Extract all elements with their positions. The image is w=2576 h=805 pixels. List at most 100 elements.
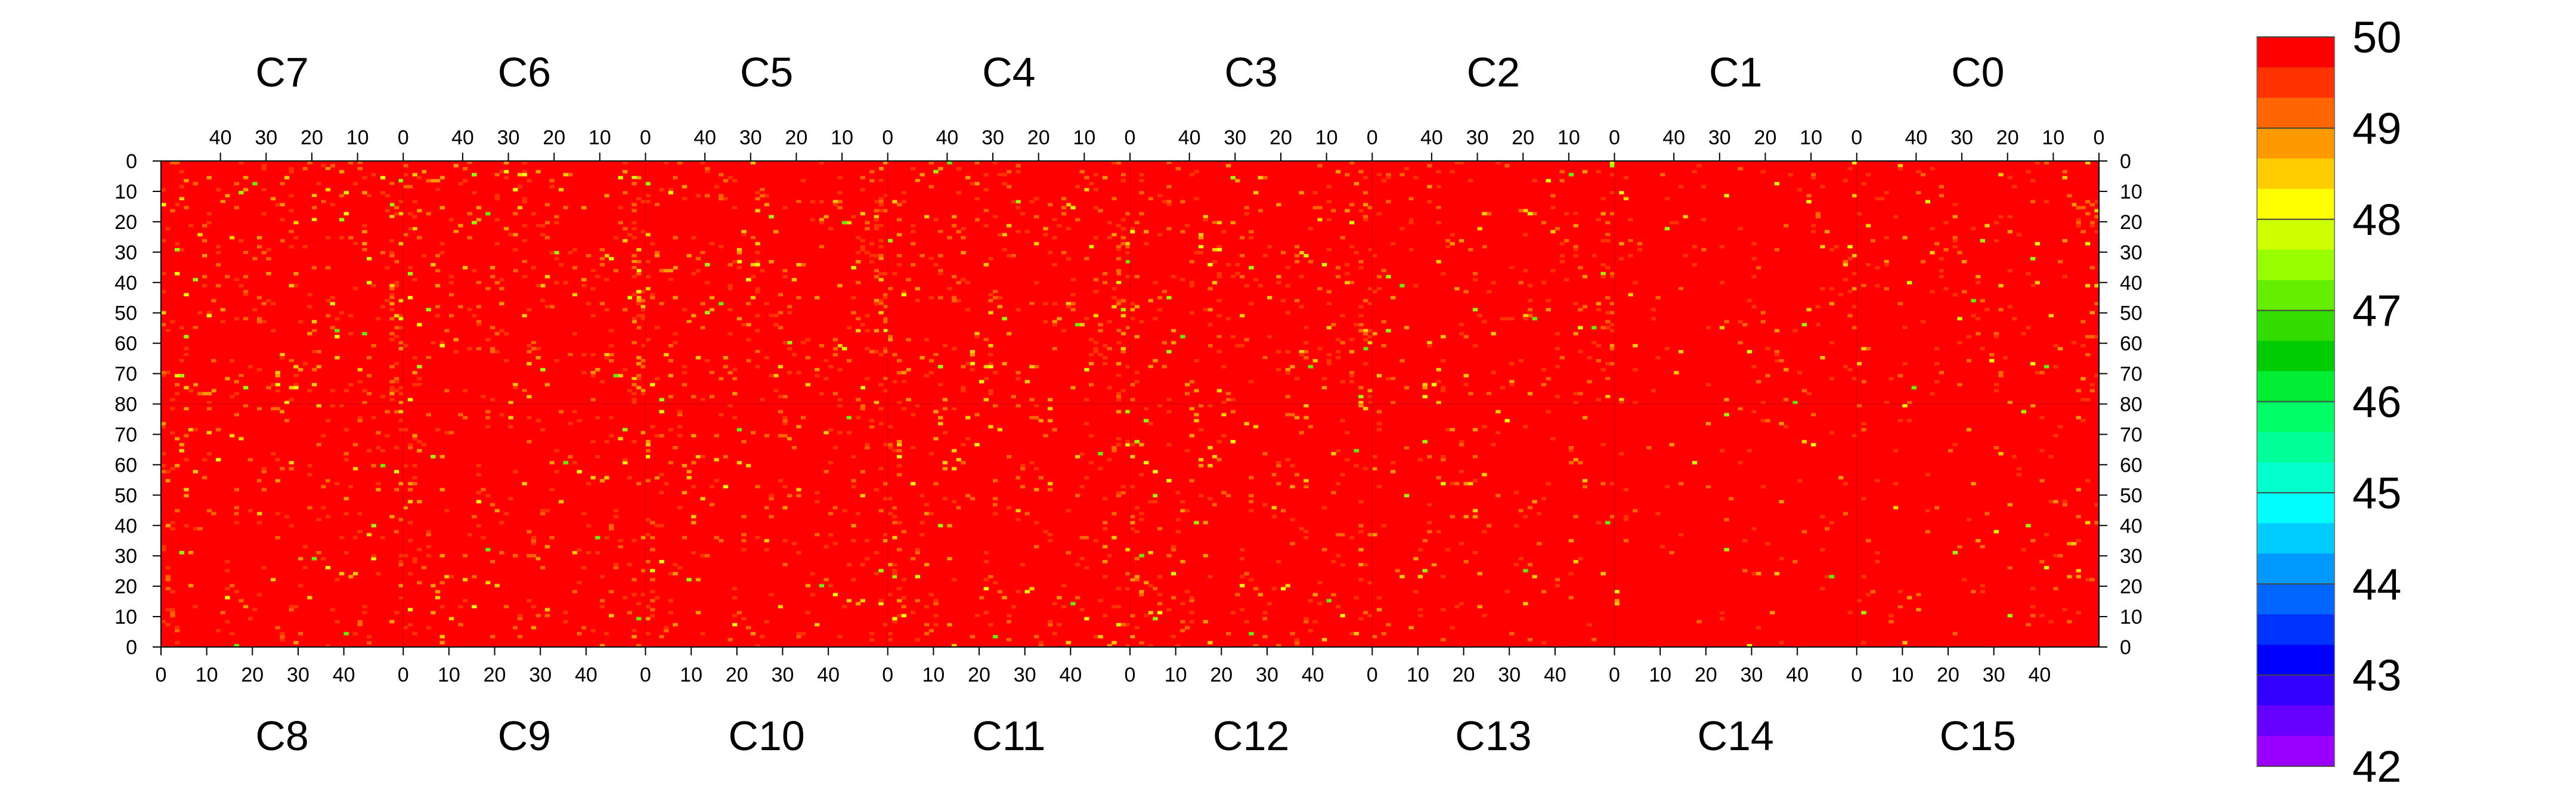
heatmap-cell [448, 233, 454, 237]
heatmap-cell [928, 260, 934, 264]
heatmap-cell [1843, 263, 1849, 267]
heatmap-cell [1811, 605, 1816, 609]
heatmap-cell [1852, 209, 1857, 213]
heatmap-cell [1180, 566, 1185, 569]
heatmap-cell [1111, 512, 1117, 516]
heatmap-cell [266, 386, 271, 389]
heatmap-cell [1696, 164, 1702, 168]
heatmap-cell [321, 506, 326, 510]
heatmap-cell [544, 320, 550, 324]
heatmap-cell [1029, 451, 1035, 456]
heatmap-cell [229, 584, 235, 587]
heatmap-cell [421, 538, 427, 543]
heatmap-cell [170, 410, 175, 414]
heatmap-cell [403, 491, 408, 495]
heatmap-cell [490, 398, 496, 402]
heatmap-cell [522, 263, 527, 267]
heatmap-cell [1249, 323, 1254, 327]
heatmap-cell [476, 320, 482, 324]
heatmap-cell [1404, 164, 1410, 168]
heatmap-cell [796, 634, 801, 639]
heatmap-cell [165, 578, 171, 581]
heatmap-cell [1459, 323, 1465, 327]
heatmap-cell [1139, 512, 1144, 516]
heatmap-cell [796, 530, 801, 534]
heatmap-cell [1198, 494, 1204, 498]
heatmap-cell [1089, 269, 1094, 273]
heatmap-cell [1216, 503, 1222, 507]
heatmap-cell [1326, 185, 1332, 188]
heatmap-cell [1692, 170, 1698, 174]
heatmap-cell [1130, 317, 1135, 321]
heatmap-cell [609, 614, 614, 618]
heatmap-cell [901, 346, 907, 351]
heatmap-cell [1619, 398, 1624, 402]
heatmap-cell [933, 599, 939, 603]
heatmap-cell [631, 401, 637, 405]
heatmap-cell [581, 371, 587, 374]
heatmap-cell [1089, 362, 1094, 366]
heatmap-cell [1441, 458, 1446, 462]
heatmap-cell [1162, 293, 1167, 296]
heatmap-cell [1541, 329, 1547, 333]
heatmap-cell [599, 587, 605, 591]
heatmap-cell [293, 284, 299, 287]
heatmap-cell [563, 482, 568, 485]
heatmap-cell [842, 346, 847, 351]
heatmap-cell [778, 317, 784, 321]
heatmap-cell [1459, 218, 1465, 222]
heatmap-cell [439, 343, 445, 348]
heatmap-cell [1811, 230, 1816, 234]
heatmap-cell [609, 434, 614, 438]
heatmap-cell [1427, 343, 1432, 348]
heatmap-cell [448, 218, 454, 222]
heatmap-cell [540, 428, 546, 432]
heatmap-cell [609, 359, 614, 363]
heatmap-cell [554, 448, 559, 453]
heatmap-cell [1422, 509, 1428, 513]
heatmap-cell [1116, 491, 1122, 495]
heatmap-cell [261, 317, 267, 321]
heatmap-cell [357, 368, 363, 371]
heatmap-cell [316, 442, 321, 447]
heatmap-cell [444, 329, 450, 333]
heatmap-cell [1820, 335, 1825, 339]
heatmap-cell [741, 401, 747, 405]
heatmap-cell [161, 343, 166, 348]
heatmap-cell [284, 365, 290, 369]
heatmap-cell [1600, 442, 1606, 447]
heatmap-cell [1523, 233, 1528, 237]
heatmap-cell [727, 371, 733, 374]
heatmap-cell [1705, 326, 1711, 330]
heatmap-cell [431, 593, 436, 597]
heatmap-cell [1203, 215, 1208, 219]
heatmap-cell [1628, 473, 1633, 476]
heatmap-cell [1367, 395, 1373, 399]
heatmap-cell [1367, 335, 1373, 339]
heatmap-cell [869, 349, 875, 354]
heatmap-cell [1216, 439, 1222, 444]
heatmap-cell [965, 308, 971, 312]
heatmap-cell [659, 302, 664, 306]
heatmap-cell [892, 521, 897, 525]
heatmap-cell [1212, 224, 1218, 228]
heatmap-cell [1244, 338, 1249, 342]
heatmap-cell [1326, 628, 1332, 633]
heatmap-cell [760, 194, 765, 197]
heatmap-cell [714, 224, 719, 228]
heatmap-cell [389, 281, 395, 284]
heatmap-cell [458, 197, 463, 200]
heatmap-cell [394, 422, 400, 426]
heatmap-cell [426, 224, 431, 228]
heatmap-cell [1523, 425, 1528, 429]
heatmap-cell [1029, 461, 1035, 465]
heatmap-cell [618, 212, 623, 216]
heatmap-cell [161, 566, 166, 569]
heatmap-cell [1052, 308, 1057, 312]
heatmap-cell [481, 383, 486, 386]
heatmap-cell [673, 554, 678, 558]
heatmap-cell [1692, 263, 1698, 267]
heatmap-cell [256, 244, 262, 249]
heatmap-cell [517, 634, 523, 639]
heatmap-cell [490, 346, 496, 351]
